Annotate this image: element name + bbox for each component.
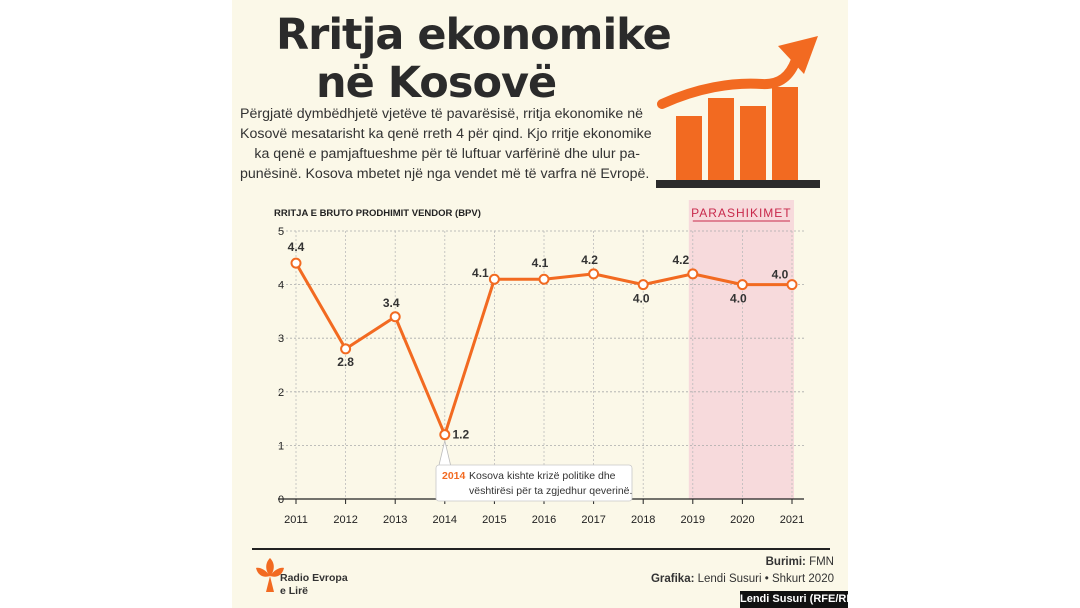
description: Përgjatë dymbëdhjetë vjetëve të pavarësi… xyxy=(240,104,652,184)
data-point xyxy=(637,279,649,291)
annotation-year: 2014 xyxy=(442,470,466,482)
data-point xyxy=(340,343,352,355)
source-value: FMN xyxy=(809,556,834,568)
graphics-label: Grafika: xyxy=(650,573,695,585)
photo-credit: Lendi Susuri (RFE/RL) xyxy=(740,591,857,608)
x-tick-label: 2018 xyxy=(631,514,655,526)
data-label: 4.4 xyxy=(288,240,305,254)
data-label: 4.0 xyxy=(633,292,650,306)
title-line-1: Rritja ekonomike xyxy=(276,10,672,60)
y-axis-label: RRITJA E BRUTO PRODHIMIT VENDOR (BPV) xyxy=(274,208,481,219)
brand-line-1: Radio Evropa xyxy=(280,572,348,584)
description-line: ka qenë e pamjaftueshme për të luftuar v… xyxy=(254,146,640,162)
data-label: 4.0 xyxy=(730,292,747,306)
x-tick-label: 2017 xyxy=(581,514,605,526)
source-label: Burimi: xyxy=(765,556,806,568)
data-point xyxy=(687,268,699,280)
x-tick-label: 2011 xyxy=(284,514,308,526)
annotation-line-2: vështirësi për ta zgjedhur qeverinë. xyxy=(469,485,632,497)
gdp-growth-chart: PARASHIKIMET RRITJA E BRUTO PRODHIMIT VE… xyxy=(274,200,804,526)
data-label: 4.2 xyxy=(581,253,598,267)
y-tick-label: 1 xyxy=(278,440,284,452)
data-point xyxy=(290,257,302,269)
data-label: 4.1 xyxy=(472,266,489,280)
data-label: 2.8 xyxy=(337,355,354,369)
y-tick-label: 5 xyxy=(278,226,284,238)
forecast-band xyxy=(688,200,794,499)
data-point xyxy=(786,279,798,291)
y-tick-label: 2 xyxy=(278,387,284,399)
data-point xyxy=(439,429,451,441)
x-tick-label: 2014 xyxy=(433,514,457,526)
y-tick-label: 0 xyxy=(278,494,284,506)
data-label: 4.1 xyxy=(532,256,549,270)
y-tick-label: 4 xyxy=(278,280,284,292)
description-line: Përgjatë dymbëdhjetë vjetëve të pavarësi… xyxy=(240,106,643,122)
data-point xyxy=(736,279,748,291)
description-line: punësinë. Kosova mbetet një nga vendet m… xyxy=(240,166,650,182)
x-tick-label: 2019 xyxy=(681,514,705,526)
annotation-line-1: Kosova kishte krizë politike dhe xyxy=(469,470,616,482)
y-tick-label: 3 xyxy=(278,333,284,345)
forecast-label: PARASHIKIMET xyxy=(691,206,791,220)
annotation-box xyxy=(435,464,633,502)
x-tick-label: 2015 xyxy=(482,514,506,526)
data-label: 3.4 xyxy=(383,296,400,310)
rfe-logo-icon xyxy=(256,558,284,592)
annotation-pointer xyxy=(438,440,452,467)
description-line: Kosovë mesatarisht ka qenë rreth 4 për q… xyxy=(240,126,652,142)
x-tick-label: 2020 xyxy=(730,514,754,526)
x-tick-label: 2013 xyxy=(383,514,407,526)
footer-divider xyxy=(252,548,830,550)
data-label: 1.2 xyxy=(452,428,469,442)
data-label: 4.2 xyxy=(672,253,689,267)
data-point xyxy=(588,268,600,280)
graphics-value: Lendi Susuri • Shkurt 2020 xyxy=(697,573,834,585)
brand-name: Radio Evropa e Lirë xyxy=(280,572,350,598)
growth-chart-icon xyxy=(656,36,820,188)
x-tick-label: 2021 xyxy=(780,514,804,526)
data-point xyxy=(488,273,500,285)
data-point xyxy=(389,311,401,323)
infographic-card: Rritja ekonomike në Kosovë Përgjatë dymb… xyxy=(232,0,848,608)
data-label: 4.0 xyxy=(772,268,789,282)
brand-line-2: e Lirë xyxy=(280,585,309,597)
data-point xyxy=(538,273,550,285)
x-tick-label: 2012 xyxy=(333,514,357,526)
title-line-2: në Kosovë xyxy=(316,58,557,108)
source-block: Burimi: FMN Grafika: Lendi Susuri • Shku… xyxy=(651,554,834,588)
x-tick-label: 2016 xyxy=(532,514,556,526)
